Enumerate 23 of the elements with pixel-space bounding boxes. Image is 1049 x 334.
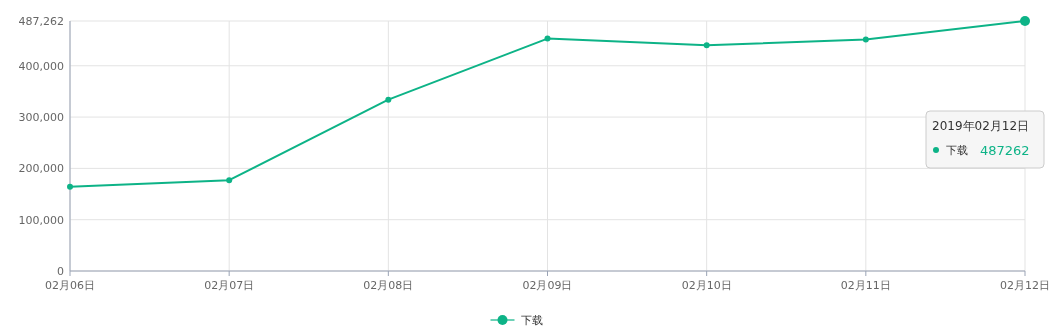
- x-tick-label: 02月12日: [1000, 279, 1049, 292]
- y-tick-label: 300,000: [18, 111, 64, 125]
- point: [226, 177, 233, 184]
- y-tick-label: 487,262: [18, 15, 64, 28]
- point: [67, 183, 73, 190]
- y-tick-label: 100,000: [18, 213, 64, 227]
- point: [544, 35, 551, 42]
- point: [385, 96, 392, 103]
- point: [862, 36, 869, 43]
- x-tick-label: 02月08日: [363, 279, 414, 292]
- y-tick-label: 200,000: [18, 162, 64, 176]
- x-tick-label: 02月06日: [45, 279, 95, 292]
- point: [703, 42, 710, 49]
- legend-label: 下载: [946, 144, 968, 157]
- annotation: 487262: [980, 143, 1030, 158]
- y-tick-label: 0: [57, 265, 64, 278]
- x-tick-label: 02月09日: [522, 279, 573, 292]
- x-tick-label: 02月10日: [681, 279, 732, 292]
- text: 下载: [520, 314, 543, 327]
- x-tick-label: 02月11日: [840, 279, 891, 292]
- x-tick-label: 02月07日: [204, 279, 255, 292]
- y-tick-label: 400,000: [18, 59, 64, 73]
- annotation: 2019年02月12日: [932, 119, 1030, 133]
